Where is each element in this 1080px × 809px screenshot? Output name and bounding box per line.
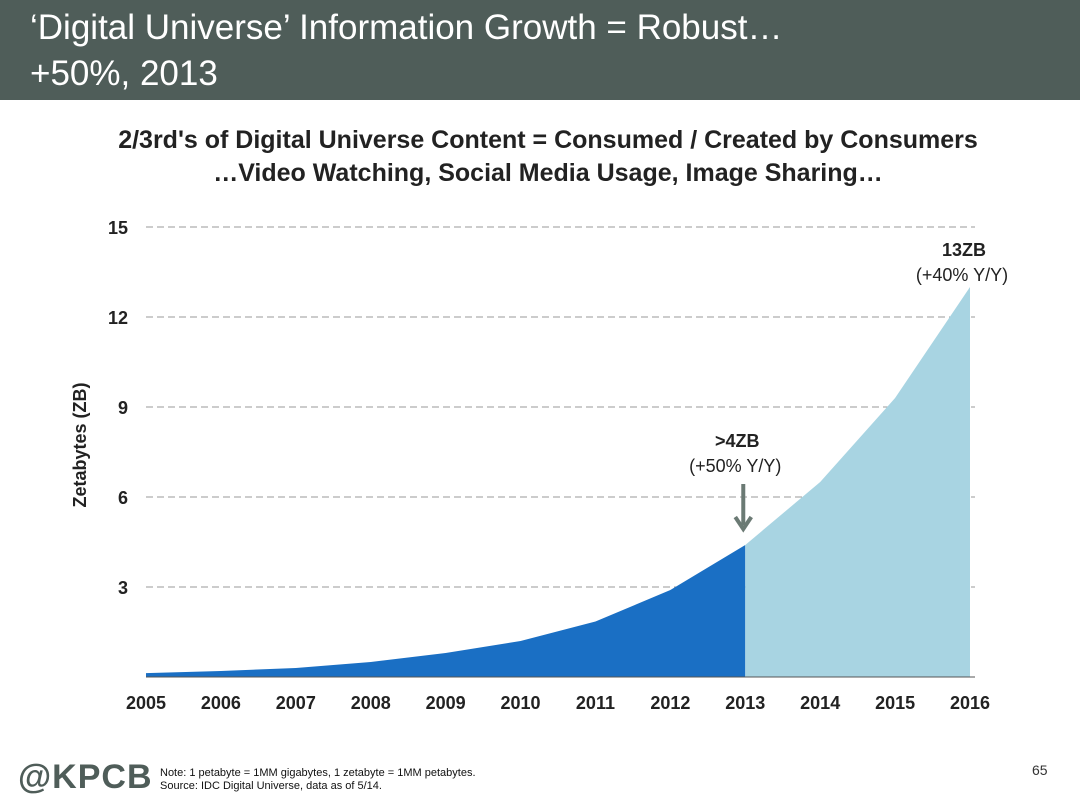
x-tick-label-2016: 2016 [950, 693, 990, 713]
annotation-label-1: >4ZB [715, 431, 760, 451]
x-tick-label-2012: 2012 [650, 693, 690, 713]
x-tick-label-2015: 2015 [875, 693, 915, 713]
x-tick-label-2010: 2010 [501, 693, 541, 713]
slide-title-line2: +50%, 2013 [30, 54, 218, 93]
y-tick-label-12: 12 [108, 308, 128, 328]
annotation-arrow-head [733, 515, 753, 533]
chart-title: 2/3rd's of Digital Universe Content = Co… [118, 126, 978, 154]
x-tick-label-2009: 2009 [426, 693, 466, 713]
page-number: 65 [1032, 762, 1048, 778]
x-tick-label-2008: 2008 [351, 693, 391, 713]
annotation-sublabel-2: (+40% Y/Y) [916, 265, 1008, 285]
footnote-line1: Note: 1 petabyte = 1MM gigabytes, 1 zeta… [160, 767, 476, 779]
area-series-1 [146, 545, 746, 677]
x-tick-label-2011: 2011 [576, 693, 615, 713]
x-tick-label-2006: 2006 [201, 693, 241, 713]
x-tick-label-2005: 2005 [126, 693, 166, 713]
y-tick-label-3: 3 [118, 578, 128, 598]
slide-title-line1: ‘Digital Universe’ Information Growth = … [30, 8, 783, 47]
y-tick-label-9: 9 [118, 398, 128, 418]
slide-header: ‘Digital Universe’ Information Growth = … [0, 0, 1080, 100]
footnote: Note: 1 petabyte = 1MM gigabytes, 1 zeta… [160, 767, 476, 793]
x-tick-label-2013: 2013 [725, 693, 765, 713]
area-series-2 [745, 287, 970, 677]
annotation-sublabel-1: (+50% Y/Y) [689, 456, 781, 476]
chart-subtitle: …Video Watching, Social Media Usage, Ima… [213, 159, 883, 187]
annotation-label-2: 13ZB [942, 240, 986, 260]
y-tick-label-15: 15 [108, 218, 128, 238]
x-tick-label-2014: 2014 [800, 693, 840, 713]
y-tick-label-6: 6 [118, 488, 128, 508]
x-tick-label-2007: 2007 [276, 693, 316, 713]
footnote-line2: Source: IDC Digital Universe, data as of… [160, 780, 382, 792]
kpcb-logo: @KPCB [18, 758, 153, 796]
y-axis-label: Zetabytes (ZB) [70, 382, 90, 507]
